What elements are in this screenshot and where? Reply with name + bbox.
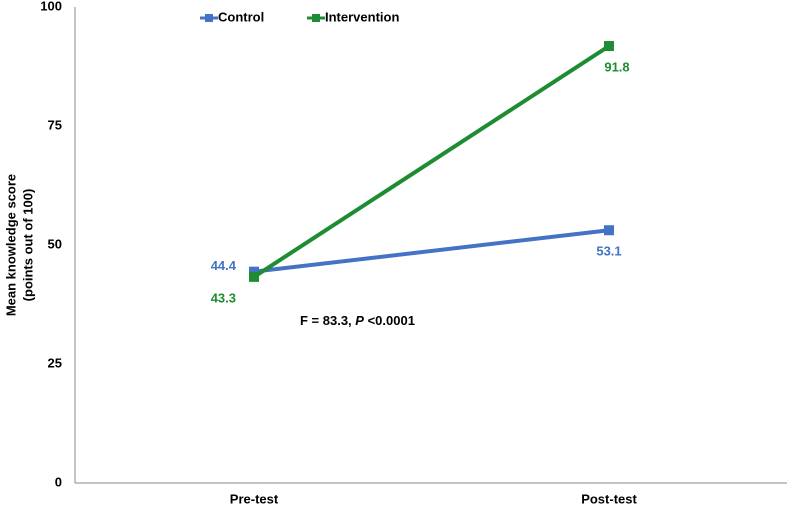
y-tick-label: 25	[48, 355, 62, 370]
annotation-part: P	[355, 313, 364, 328]
annotation-part: <0.0001	[364, 313, 415, 328]
point	[249, 271, 259, 282]
annotation: F = 83.3, P <0.0001	[300, 313, 415, 328]
x-tick-label: Pre-test	[230, 491, 279, 506]
point	[604, 225, 614, 236]
value-label: 44.4	[211, 258, 237, 273]
x-tick-label: Post-test	[581, 491, 637, 506]
y-tick-label: 100	[40, 0, 62, 13]
y-tick-label: 0	[55, 474, 62, 489]
legend-label: Intervention	[325, 9, 399, 24]
y-tick-label: 75	[48, 117, 62, 132]
y-label-line: (points out of 100)	[20, 189, 35, 302]
legend-marker	[312, 14, 320, 22]
point	[604, 41, 614, 52]
value-label: 43.3	[211, 290, 236, 305]
legend-label: Control	[218, 9, 264, 24]
y-tick-label: 50	[48, 236, 62, 251]
annotation-part: F = 83.3,	[300, 313, 355, 328]
value-label: 91.8	[604, 59, 629, 74]
series-line	[253, 228, 610, 274]
legend-marker	[205, 14, 213, 22]
y-label-line: Mean knowledge score	[3, 174, 18, 316]
value-label: 53.1	[596, 244, 621, 259]
y-axis-title: Mean knowledge score (points out of 100)	[3, 174, 35, 316]
series-line	[252, 44, 611, 279]
point	[249, 266, 259, 277]
